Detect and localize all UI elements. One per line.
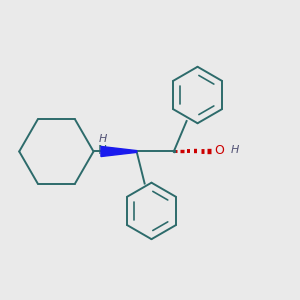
Text: N: N [98,143,107,157]
Text: O: O [214,143,224,157]
Text: H: H [98,134,106,144]
Polygon shape [101,146,136,157]
Text: H: H [230,145,238,155]
